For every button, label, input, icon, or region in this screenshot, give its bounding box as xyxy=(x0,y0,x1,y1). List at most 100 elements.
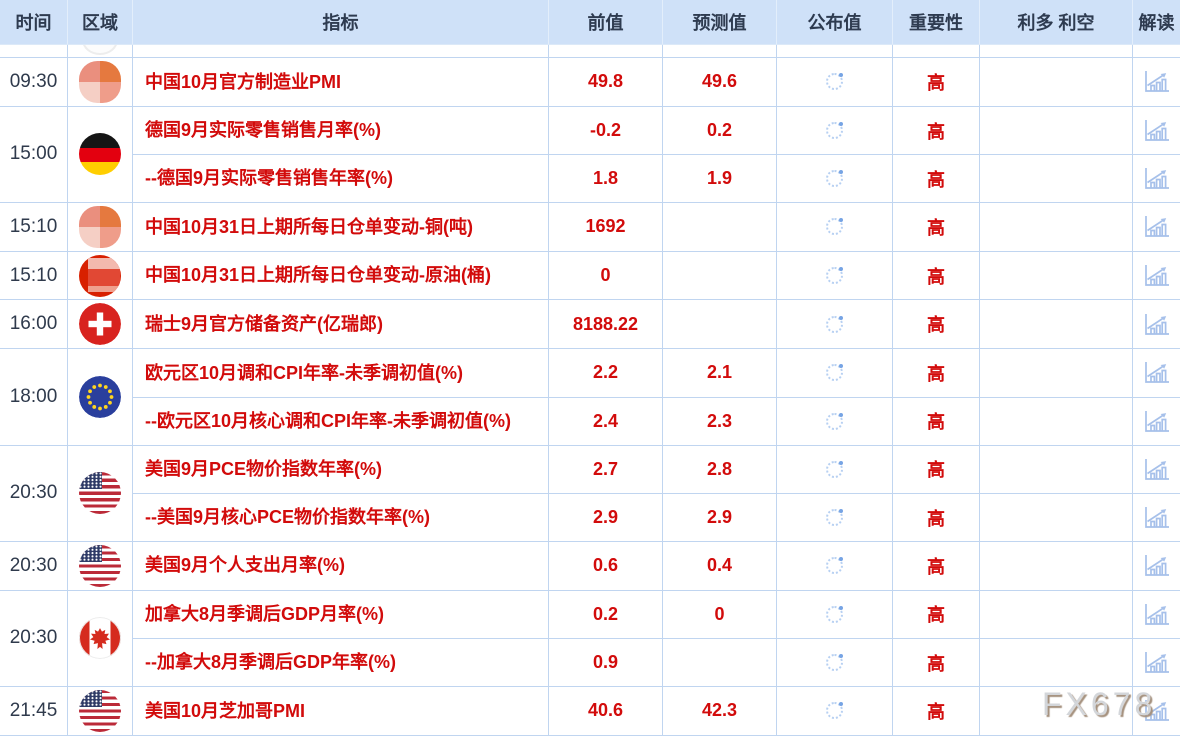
chart-icon[interactable] xyxy=(1143,457,1170,482)
flag-eu-icon xyxy=(79,375,121,418)
calendar-body: 09:30 中国10月官方制造业PMI 49.8 49.6 高 15:00 德国9月实际零售… xyxy=(0,58,1180,736)
previous-value: 1.8 xyxy=(592,168,619,189)
previous-cell: -0.2 xyxy=(549,106,663,155)
bull-bear-cell xyxy=(980,251,1133,300)
indicator-link[interactable]: 瑞士9月官方储备资产(亿瑞郎) xyxy=(145,314,383,335)
chart-icon[interactable] xyxy=(1143,312,1170,337)
chart-icon[interactable] xyxy=(1143,553,1170,578)
forecast-value: 0 xyxy=(714,603,725,624)
chart-icon[interactable] xyxy=(1143,409,1170,434)
bull-bear-cell xyxy=(980,397,1133,445)
interpret-cell xyxy=(1133,58,1180,106)
chart-icon[interactable] xyxy=(1143,360,1170,385)
bull-bear-cell xyxy=(980,203,1133,251)
indicator-cell: 德国9月实际零售销售月率(%) xyxy=(133,106,549,155)
importance-cell: 高 xyxy=(893,155,980,203)
indicator-link[interactable]: --德国9月实际零售销售年率(%) xyxy=(145,168,393,189)
indicator-link[interactable]: --美国9月核心PCE物价指数年率(%) xyxy=(145,507,431,528)
indicator-link[interactable]: 欧元区10月调和CPI年率-未季调初值(%) xyxy=(145,362,464,383)
importance-badge: 高 xyxy=(927,121,945,142)
forecast-cell: 49.6 xyxy=(663,58,777,106)
calendar-group: 20:30 加拿大8月季调后GDP月率(%) 0.2 0 高 --加拿大8月季调后GDP年… xyxy=(0,590,1180,687)
importance-badge: 高 xyxy=(927,556,945,577)
interpret-cell xyxy=(1133,687,1180,735)
indicator-link[interactable]: 中国10月31日上期所每日仓单变动-铜(吨) xyxy=(145,216,474,237)
forecast-value: 2.1 xyxy=(706,362,733,383)
previous-cell: 0.2 xyxy=(549,590,663,639)
indicator-link[interactable]: --欧元区10月核心调和CPI年率-未季调初值(%) xyxy=(145,410,512,431)
chart-icon[interactable] xyxy=(1143,650,1170,675)
published-cell xyxy=(777,251,893,300)
chart-icon[interactable] xyxy=(1143,698,1170,723)
flag-china-pixel-icon xyxy=(79,254,121,297)
importance-cell: 高 xyxy=(893,58,980,106)
indicator-cell: --美国9月核心PCE物价指数年率(%) xyxy=(133,494,549,541)
flag-china-icon xyxy=(79,60,121,103)
importance-cell: 高 xyxy=(893,445,980,494)
table-header: 时间 区域 指标 前值 预测值 公布值 重要性 利多 利空 解读 xyxy=(0,0,1180,45)
bull-bear-cell xyxy=(980,541,1133,590)
chart-icon[interactable] xyxy=(1143,263,1170,288)
indicator-link[interactable]: 美国10月芝加哥PMI xyxy=(145,700,306,721)
interpret-cell xyxy=(1133,542,1180,590)
forecast-cell: 2.3 xyxy=(663,397,777,445)
bull-bear-cell xyxy=(980,300,1133,349)
interpret-cell xyxy=(1133,639,1180,686)
loading-spinner-icon xyxy=(826,654,843,672)
previous-value: 8188.22 xyxy=(572,313,639,334)
indicator-link[interactable]: 德国9月实际零售销售月率(%) xyxy=(145,120,382,141)
chart-icon[interactable] xyxy=(1143,214,1170,239)
previous-value: 40.6 xyxy=(587,700,624,721)
time-cell: 20:30 xyxy=(0,541,68,590)
importance-cell: 高 xyxy=(893,590,980,639)
previous-cell: 2.7 xyxy=(549,445,663,494)
published-cell xyxy=(777,155,893,203)
interpret-cell xyxy=(1133,349,1180,397)
time-cell: 21:45 xyxy=(0,686,68,735)
flag-canada-icon xyxy=(79,617,121,660)
importance-cell: 高 xyxy=(893,251,980,300)
interpret-cell xyxy=(1133,155,1180,202)
chart-icon[interactable] xyxy=(1143,505,1170,530)
calendar-group: 20:30 美国9月个人支出月率(%) 0.6 0.4 高 xyxy=(0,541,1180,591)
calendar-group: 15:00 德国9月实际零售销售月率(%) -0.2 0.2 高 --德国9月实际零售销售… xyxy=(0,106,1180,204)
loading-spinner-icon xyxy=(826,218,843,236)
indicator-cell: 美国9月个人支出月率(%) xyxy=(133,541,549,590)
chart-icon[interactable] xyxy=(1143,118,1170,143)
forecast-cell xyxy=(663,639,777,686)
forecast-cell: 2.9 xyxy=(663,494,777,541)
previous-value: 0 xyxy=(600,265,611,286)
chart-icon[interactable] xyxy=(1143,69,1170,94)
chart-icon[interactable] xyxy=(1143,602,1170,627)
calendar-row: 瑞士9月官方储备资产(亿瑞郎) 8188.22 高 xyxy=(133,300,1180,349)
indicator-link[interactable]: 加拿大8月季调后GDP月率(%) xyxy=(145,604,385,625)
indicator-link[interactable]: 美国9月个人支出月率(%) xyxy=(145,555,346,576)
importance-badge: 高 xyxy=(927,701,945,722)
indicator-link[interactable]: 中国10月31日上期所每日仓单变动-原油(桶) xyxy=(145,265,492,286)
indicator-link[interactable]: 中国10月官方制造业PMI xyxy=(145,71,342,92)
flag-usa-icon xyxy=(79,689,121,732)
forecast-cell: 0 xyxy=(663,590,777,639)
calendar-row: 美国10月芝加哥PMI 40.6 42.3 高 xyxy=(133,686,1180,735)
loading-spinner-icon xyxy=(826,509,843,527)
importance-badge: 高 xyxy=(927,266,945,287)
loading-spinner-icon xyxy=(826,605,843,623)
partial-row xyxy=(0,45,1180,58)
time-cell: 20:30 xyxy=(0,445,68,541)
indicator-link[interactable]: 美国9月PCE物价指数年率(%) xyxy=(145,459,383,480)
published-cell xyxy=(777,203,893,251)
time-cell: 20:30 xyxy=(0,590,68,686)
chart-icon[interactable] xyxy=(1143,166,1170,191)
indicator-link[interactable]: --加拿大8月季调后GDP年率(%) xyxy=(145,652,396,673)
forecast-value: 0.4 xyxy=(706,555,733,576)
importance-cell: 高 xyxy=(893,106,980,155)
indicator-cell: --加拿大8月季调后GDP年率(%) xyxy=(133,639,549,686)
bull-bear-cell xyxy=(980,494,1133,541)
interpret-cell xyxy=(1133,446,1180,494)
indicator-cell: 美国10月芝加哥PMI xyxy=(133,686,549,735)
calendar-row: --美国9月核心PCE物价指数年率(%) 2.9 2.9 高 xyxy=(133,493,1180,541)
importance-badge: 高 xyxy=(927,412,945,433)
time-cell: 09:30 xyxy=(0,58,68,106)
importance-cell: 高 xyxy=(893,203,980,251)
time-cell: 16:00 xyxy=(0,300,68,349)
